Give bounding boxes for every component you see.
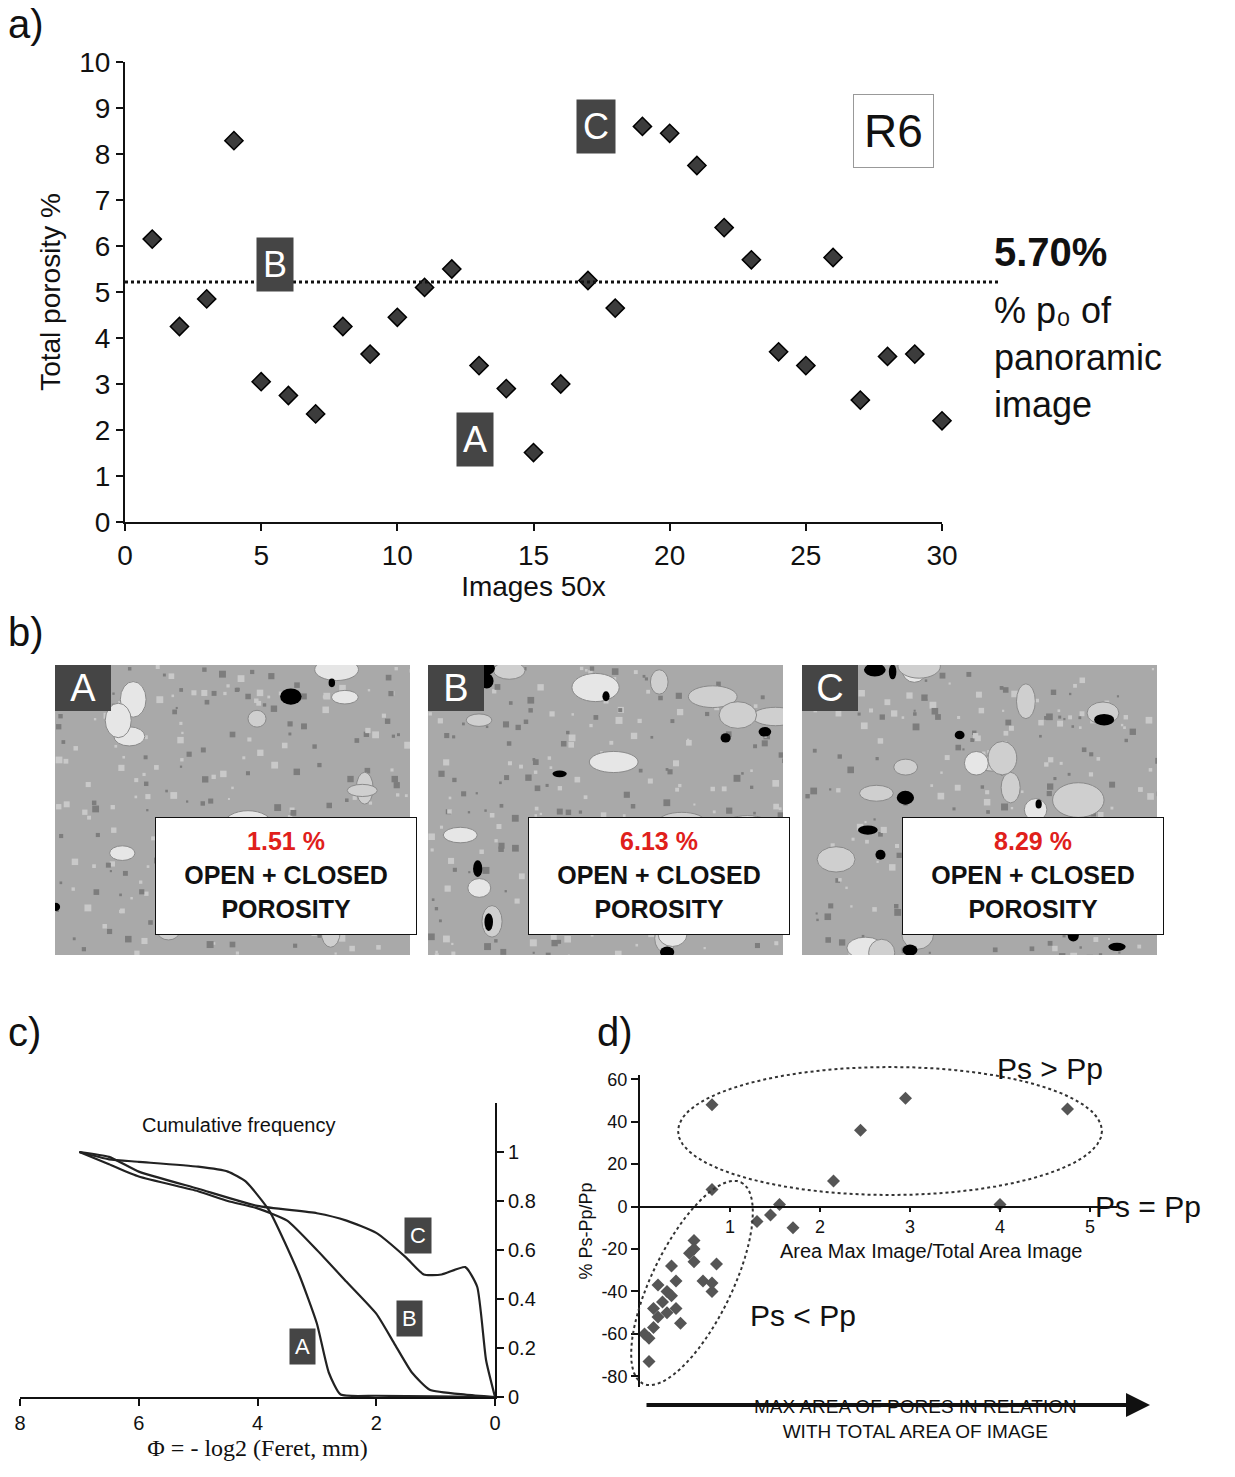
svg-text:0.8: 0.8 [508,1190,536,1212]
svg-text:Images 50x: Images 50x [461,571,606,602]
svg-text:40: 40 [607,1112,627,1132]
svg-text:5: 5 [95,277,111,308]
svg-text:A: A [295,1334,310,1359]
html-text:OPEN + CLOSED POROSITY: OPEN + CLOSED POROSITY [184,861,388,923]
svg-text:MAX AREA OF PORES IN RELATIONW: MAX AREA OF PORES IN RELATIONWITH TOTAL … [754,1396,1077,1442]
svg-text:1: 1 [725,1217,735,1237]
html-text:6.13 %: 6.13 % [620,827,698,855]
svg-text:0: 0 [617,1197,627,1217]
svg-text:Φ = - log2 (Feret, mm): Φ = - log2 (Feret, mm) [147,1435,367,1461]
svg-text:6: 6 [95,231,111,262]
svg-text:Ps = Pp: Ps = Pp [1095,1190,1201,1223]
svg-text:Area Max Image/Total Area Imag: Area Max Image/Total Area Image [780,1240,1082,1262]
html-text:B: B [443,667,469,709]
svg-text:6: 6 [133,1412,144,1434]
svg-text:0.2: 0.2 [508,1337,536,1359]
svg-text:1: 1 [95,461,111,492]
svg-text:4: 4 [995,1217,1005,1237]
svg-text:0: 0 [508,1386,519,1408]
svg-text:3: 3 [905,1217,915,1237]
svg-text:7: 7 [95,185,111,216]
html-text:a): a) [8,2,44,46]
svg-text:1: 1 [508,1141,519,1163]
svg-text:% p₀ ofpanoramicimage: % p₀ ofpanoramicimage [994,290,1162,425]
html-text:A: A [70,667,96,709]
svg-text:B: B [263,244,287,285]
svg-text:0.4: 0.4 [508,1288,536,1310]
html-text:C: C [816,667,844,709]
svg-text:3: 3 [95,369,111,400]
svg-text:5: 5 [1085,1217,1095,1237]
svg-text:20: 20 [654,540,685,571]
html-text:OPEN + CLOSED POROSITY: OPEN + CLOSED POROSITY [931,861,1135,923]
svg-text:C: C [410,1223,426,1248]
svg-text:2: 2 [95,415,111,446]
html-text:c): c) [8,1010,42,1054]
svg-text:Ps > Pp: Ps > Pp [997,1052,1103,1085]
html-text:d): d) [597,1010,633,1054]
svg-text:4: 4 [252,1412,263,1434]
svg-text:20: 20 [607,1154,627,1174]
svg-text:25: 25 [790,540,821,571]
svg-text:30: 30 [926,540,957,571]
svg-text:C: C [583,106,609,147]
html-text:b): b) [8,610,44,654]
html-text:8.29 %: 8.29 % [994,827,1072,855]
svg-text:-40: -40 [601,1282,627,1302]
svg-text:Cumulative frequency: Cumulative frequency [142,1114,335,1136]
svg-text:5: 5 [253,540,269,571]
svg-text:10: 10 [79,47,110,78]
svg-text:% Ps-Pp/Pp: % Ps-Pp/Pp [576,1182,596,1279]
svg-text:0: 0 [489,1412,500,1434]
svg-text:9: 9 [95,93,111,124]
svg-text:8: 8 [14,1412,25,1434]
svg-text:15: 15 [518,540,549,571]
svg-text:0.6: 0.6 [508,1239,536,1261]
svg-text:R6: R6 [864,105,923,157]
svg-text:0: 0 [95,507,111,538]
svg-text:Total porosity %: Total porosity % [35,193,66,391]
svg-text:5.70%: 5.70% [994,230,1107,274]
svg-text:4: 4 [95,323,111,354]
svg-text:Ps < Pp: Ps < Pp [750,1299,856,1332]
svg-text:-80: -80 [601,1367,627,1387]
svg-text:10: 10 [382,540,413,571]
svg-text:-20: -20 [601,1239,627,1259]
svg-text:B: B [402,1306,417,1331]
svg-text:-60: -60 [601,1324,627,1344]
svg-text:8: 8 [95,139,111,170]
html-text:OPEN + CLOSED POROSITY: OPEN + CLOSED POROSITY [557,861,761,923]
svg-text:A: A [463,419,487,460]
svg-text:2: 2 [815,1217,825,1237]
svg-text:0: 0 [117,540,133,571]
html-text:1.51 %: 1.51 % [247,827,325,855]
svg-text:2: 2 [371,1412,382,1434]
svg-text:60: 60 [607,1070,627,1090]
